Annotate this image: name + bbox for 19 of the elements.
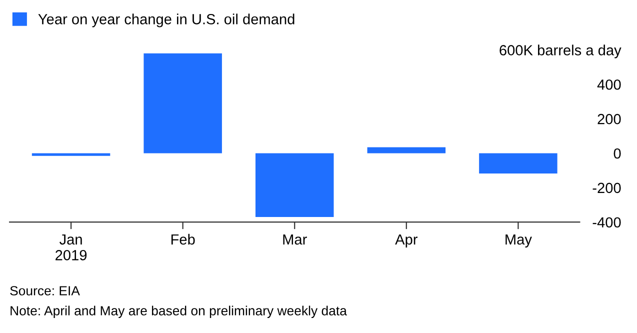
- y-tick-label: 400: [597, 79, 621, 90]
- bar: [367, 147, 446, 154]
- x-tick-label: Mar: [283, 234, 307, 245]
- text: Note: April and May are based on preliminary weekly data: [10, 306, 347, 318]
- source-note: Source: EIA: [10, 286, 80, 296]
- bar: [255, 153, 334, 217]
- x-tick-label: Jan 2019: [56, 234, 87, 260]
- x-tick-label: Feb: [171, 234, 195, 245]
- y-tick-label: -200: [592, 182, 621, 194]
- y-tick-label: 600K barrels a day: [500, 44, 622, 58]
- y-tick-label: -400: [592, 217, 621, 228]
- x-tick-label: May: [506, 234, 532, 248]
- legend-label: Year on year change in U.S. oil demand: [38, 14, 294, 28]
- y-tick-label: 200: [598, 114, 621, 124]
- y-tick-label: 0: [614, 148, 621, 159]
- bar: [479, 153, 558, 174]
- x-tick-label: Apr: [395, 234, 418, 248]
- bar: [32, 153, 110, 156]
- bar: [144, 53, 222, 154]
